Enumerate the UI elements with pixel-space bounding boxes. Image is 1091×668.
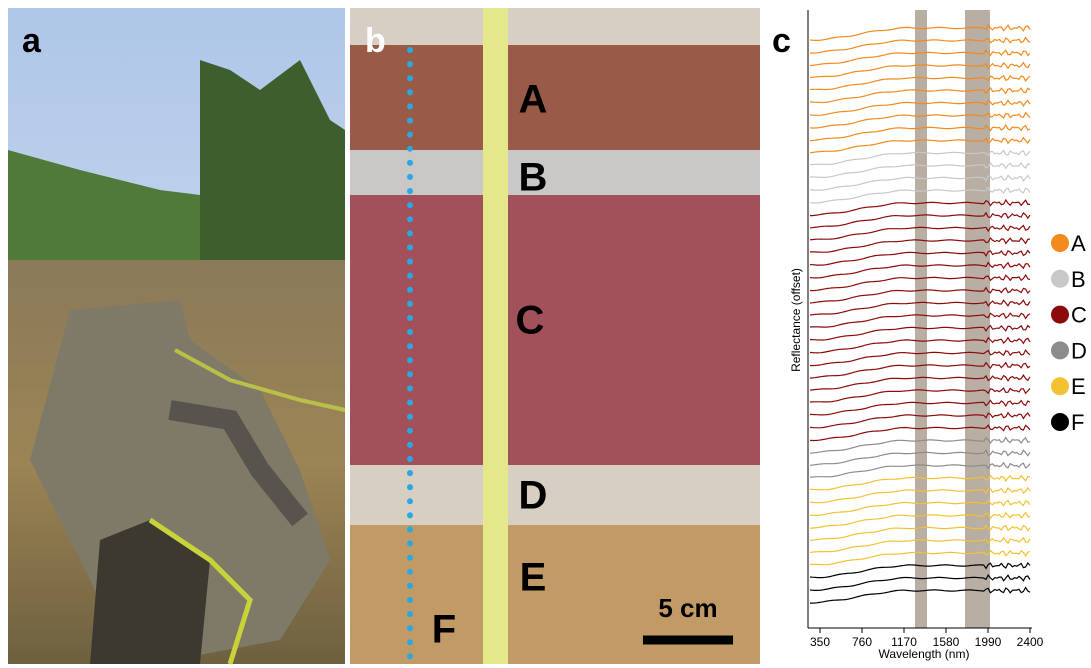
x-tick-label: 2400 — [1017, 635, 1044, 649]
photo-b — [350, 8, 760, 664]
legend-swatch — [1051, 341, 1069, 359]
panel-label: c — [772, 22, 791, 60]
layer-label: C — [516, 299, 545, 343]
figure: a b A B C D E F 5 cm c Wavelength (nm) R… — [0, 0, 1091, 668]
legend-swatch — [1051, 306, 1069, 324]
layer-label: B — [519, 156, 548, 200]
legend-swatch — [1051, 377, 1069, 395]
legend-label: B — [1071, 267, 1086, 292]
scale-bar-label: 5 cm — [658, 593, 717, 623]
legend-swatch — [1051, 413, 1069, 431]
legend-label: C — [1071, 303, 1087, 328]
x-tick-label: 1580 — [933, 635, 960, 649]
x-tick-label: 760 — [852, 635, 872, 649]
x-tick-label: 350 — [810, 635, 830, 649]
x-axis-label: Wavelength (nm) — [879, 647, 970, 661]
y-axis-label: Reflectance (offset) — [789, 268, 803, 372]
legend-label: D — [1071, 338, 1087, 363]
layer-label: A — [519, 78, 548, 122]
layer-label: E — [520, 556, 547, 600]
panel-label: b — [365, 22, 386, 60]
legend-swatch — [1051, 270, 1069, 288]
photo-a — [8, 8, 345, 664]
legend-label: E — [1071, 374, 1086, 399]
panel-label: a — [22, 22, 42, 60]
x-tick-label: 1990 — [975, 635, 1002, 649]
layer-label: F — [432, 608, 456, 652]
x-tick-label: 1170 — [891, 635, 917, 649]
legend-swatch — [1051, 234, 1069, 252]
legend-label: F — [1071, 410, 1084, 435]
layer-label: D — [519, 474, 548, 518]
legend-label: A — [1071, 231, 1086, 256]
